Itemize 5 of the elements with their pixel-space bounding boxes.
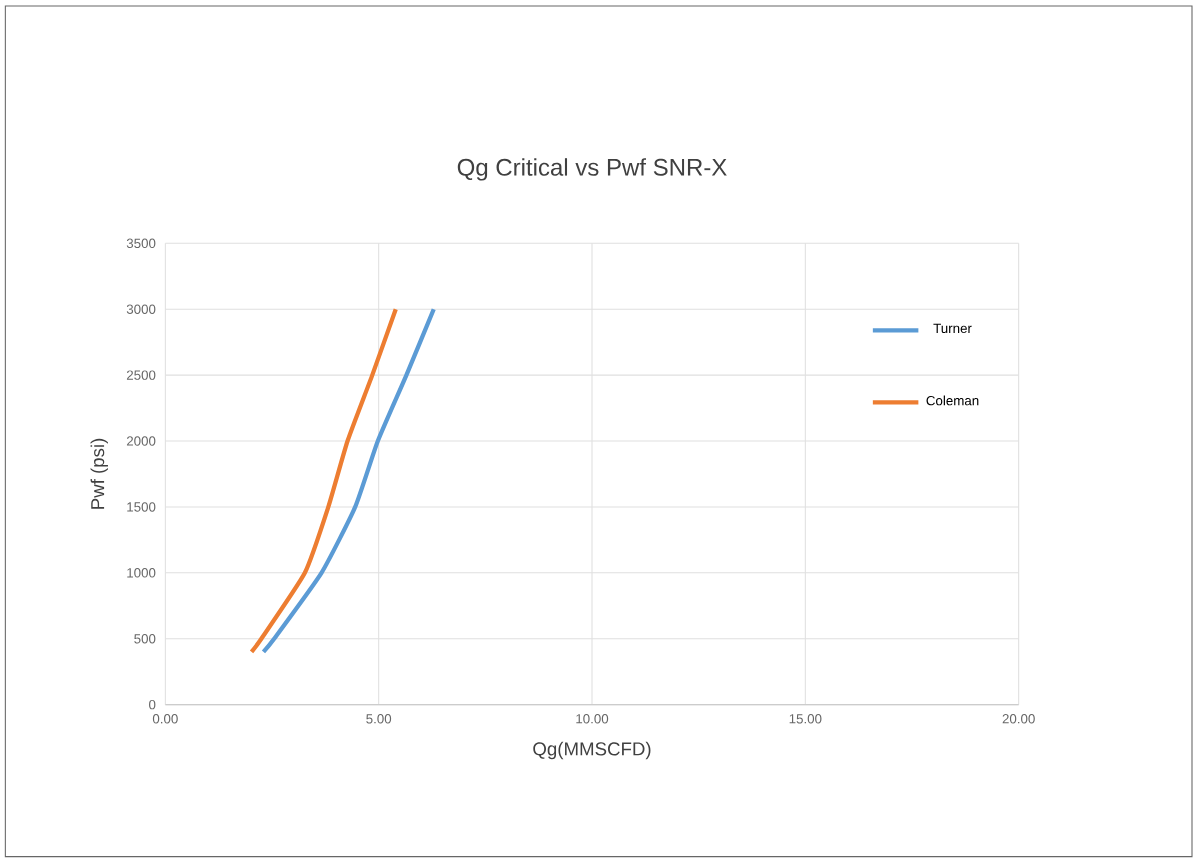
y-axis-title: Pwf (psi): [90, 438, 108, 509]
x-axis-title: Qg(MMSCFD): [533, 741, 651, 760]
chart-title: Qg Critical vs Pwf SNR-X: [457, 158, 727, 181]
line-series: [249, 307, 398, 655]
line-series: [261, 307, 436, 655]
